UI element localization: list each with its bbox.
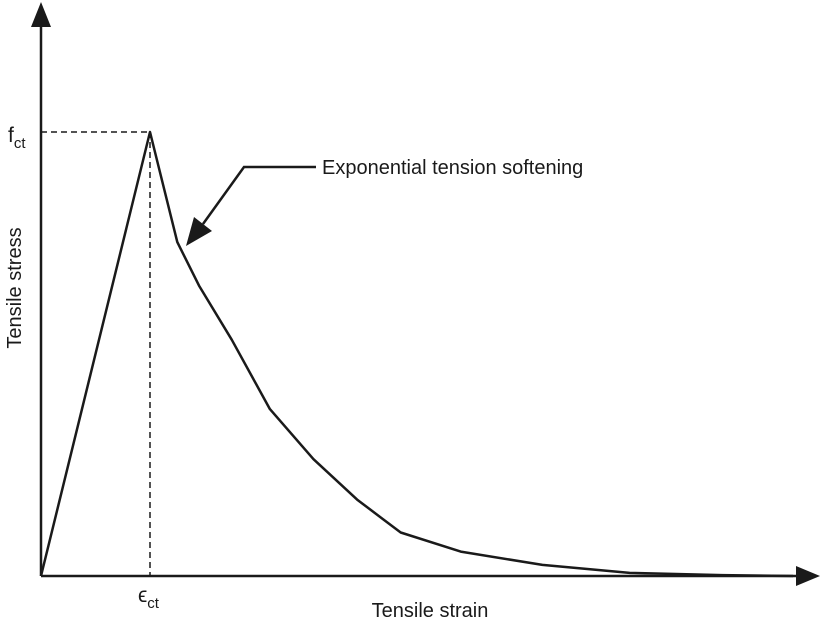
y-peak-label: fct — [8, 124, 26, 152]
x-peak-label: ϵct — [138, 584, 160, 612]
x-axis-arrowhead — [796, 566, 820, 586]
stress-strain-curve — [39, 130, 794, 578]
x-axis-title: Tensile strain — [372, 600, 489, 622]
annotation-text: Exponential tension softening — [322, 157, 583, 179]
annotation-arrowhead — [186, 217, 212, 246]
y-axis-arrowhead — [31, 2, 51, 27]
y-axis-title: Tensile stress — [4, 227, 26, 348]
annotation-leader-line — [201, 165, 316, 225]
